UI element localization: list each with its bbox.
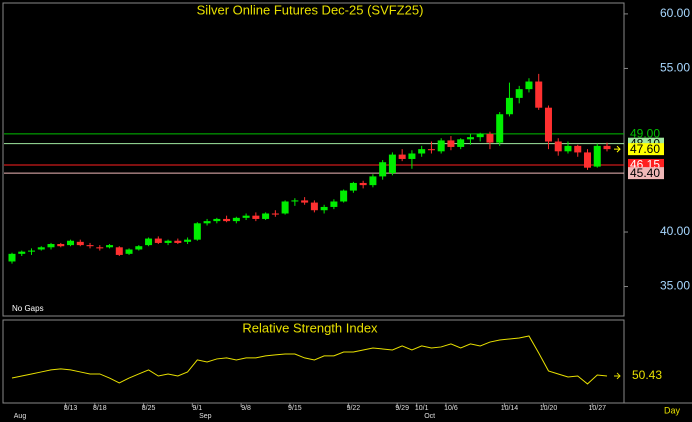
candle-body [398, 154, 406, 159]
candle-body [154, 238, 162, 243]
candle-body [388, 154, 396, 174]
candle-body [203, 221, 211, 224]
y-tick-label: 35.00 [660, 279, 690, 293]
candle-body [466, 137, 474, 140]
level-label: 47.60 [630, 142, 660, 156]
candle-body [437, 140, 445, 152]
level-marker [614, 145, 621, 153]
candle-body [476, 133, 484, 138]
candle-body [271, 213, 279, 215]
level-box [628, 143, 664, 156]
candle-body [340, 190, 348, 202]
x-tick-label: 8/25 [142, 405, 156, 412]
candle-body [115, 247, 123, 255]
candle-body [593, 145, 601, 167]
candle-body [242, 215, 250, 218]
rsi-line [11, 335, 608, 385]
month-label: Aug [14, 413, 27, 420]
candle-body [125, 249, 133, 254]
candle-body [369, 176, 377, 186]
candle-body [349, 182, 357, 191]
rsi-title: Relative Strength Index [242, 320, 378, 335]
candle-body [535, 81, 543, 108]
candle-body [574, 145, 582, 153]
candle-body [67, 240, 75, 246]
candle-body [86, 245, 94, 247]
month-label: Sep [199, 413, 212, 420]
candle-body [486, 133, 494, 143]
y-tick-label: 40.00 [660, 224, 690, 238]
candle-body [174, 240, 182, 243]
candle-body [320, 206, 328, 211]
x-tick-label: 9/29 [395, 405, 409, 412]
candle-body [252, 215, 260, 219]
candle-body [408, 153, 416, 159]
candle-body [193, 223, 201, 240]
rsi-value-label: 50.43 [632, 368, 662, 382]
candle-body [281, 201, 289, 214]
candle-body [427, 149, 435, 151]
candle-body [135, 246, 143, 250]
note: No Gaps [12, 304, 44, 313]
candle-body [18, 251, 26, 254]
candle-body [554, 141, 562, 152]
x-tick-label: 10/27 [588, 405, 606, 412]
level-label: 45.40 [630, 166, 660, 180]
candle-body [145, 238, 153, 246]
candle-body [457, 139, 465, 147]
x-tick-label: 10/6 [444, 405, 458, 412]
candle-body [301, 200, 309, 203]
candle-body [330, 201, 338, 207]
candle-body [418, 149, 426, 154]
candle-body [564, 145, 572, 152]
candle-body [515, 89, 523, 98]
candle-body [184, 239, 192, 242]
price-panel [2, 2, 625, 317]
candle-body [310, 202, 318, 211]
month-label: Oct [424, 413, 435, 420]
x-tick-label: 10/1 [415, 405, 429, 412]
candle-body [359, 182, 367, 186]
y-tick-label: 55.00 [660, 61, 690, 75]
candle-body [583, 152, 591, 168]
candle-body [603, 145, 611, 150]
candle-body [505, 97, 513, 115]
chart-title: Silver Online Futures Dec-25 (SVFZ25) [197, 2, 424, 17]
candle-body [525, 81, 533, 90]
candle-body [544, 107, 552, 142]
candle-body [496, 114, 504, 143]
candle-body [47, 244, 55, 248]
candle-body [76, 241, 84, 246]
x-tick-label: 9/15 [288, 405, 302, 412]
rsi-marker [614, 372, 621, 380]
candle-body [213, 218, 221, 222]
x-unit: Day [664, 405, 681, 415]
candle-body [28, 250, 36, 252]
x-tick-label: 9/1 [192, 405, 202, 412]
candle-body [8, 253, 16, 262]
candle-body [262, 213, 270, 219]
candle-body [447, 140, 455, 147]
x-tick-label: 10/20 [540, 405, 558, 412]
candle-body [57, 244, 65, 247]
x-tick-label: 8/18 [93, 405, 107, 412]
x-tick-label: 10/14 [501, 405, 519, 412]
x-tick-label: 9/8 [241, 405, 251, 412]
candle-body [37, 247, 45, 250]
level-box [628, 167, 664, 180]
candle-body [96, 247, 104, 249]
candle-body [106, 245, 114, 248]
candle-body [291, 200, 299, 202]
x-tick-label: 9/22 [347, 405, 361, 412]
candle-body [379, 162, 387, 177]
x-tick-label: 8/13 [64, 405, 78, 412]
level-label: 49.00 [630, 127, 660, 141]
candle-body [223, 218, 231, 222]
candle-body [232, 217, 240, 222]
y-tick-label: 60.00 [660, 6, 690, 20]
candle-body [164, 240, 172, 243]
